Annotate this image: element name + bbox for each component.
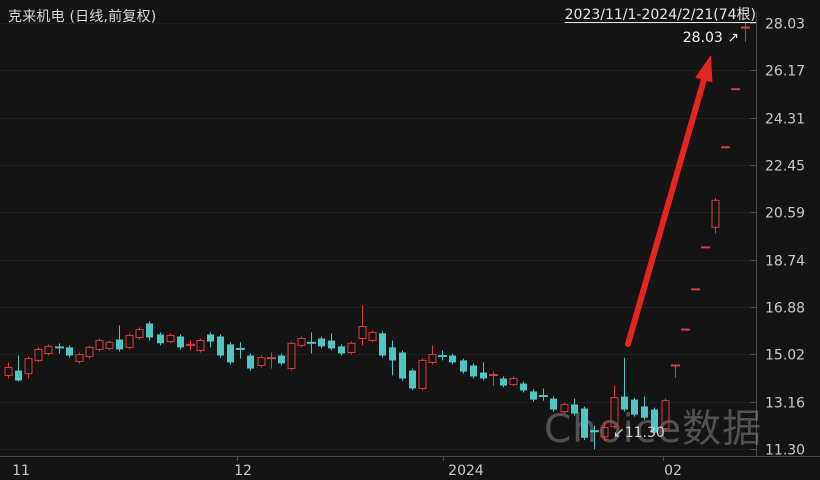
peak-price-label: 28.03 ↗ <box>682 30 739 46</box>
candle <box>135 327 144 340</box>
candle <box>257 355 266 368</box>
candle <box>600 421 609 441</box>
candle <box>347 341 356 355</box>
candle <box>489 371 498 386</box>
candle <box>66 345 73 358</box>
candle <box>166 333 175 344</box>
candle <box>217 334 224 358</box>
y-axis-label: 22.45 <box>765 159 805 175</box>
candle <box>470 363 477 379</box>
candle <box>571 398 578 416</box>
candle <box>318 336 325 349</box>
candle <box>125 333 134 350</box>
candle <box>671 364 680 378</box>
candle <box>55 343 64 354</box>
chart-title: 克来机电 (日线,前复权) <box>8 9 157 25</box>
candle <box>480 362 487 381</box>
candle <box>661 398 670 431</box>
y-axis-label: 16.88 <box>765 301 805 317</box>
y-axis-label: 28.03 <box>765 17 805 33</box>
candle <box>409 368 416 391</box>
candle <box>449 353 456 365</box>
candle <box>368 330 377 343</box>
candle <box>328 333 335 351</box>
candle <box>500 376 507 388</box>
candle <box>358 305 367 346</box>
candle <box>460 358 467 374</box>
candles-layer <box>4 23 750 449</box>
y-axis-label: 11.30 <box>765 443 805 459</box>
candle <box>267 352 276 369</box>
candle <box>278 353 285 366</box>
candle <box>24 356 33 379</box>
candle <box>581 406 588 440</box>
candle <box>539 388 548 401</box>
trend-arrow-shaft <box>625 73 708 347</box>
candle <box>741 23 750 42</box>
candle <box>75 352 84 364</box>
candle <box>146 321 153 341</box>
candle <box>177 334 184 350</box>
y-axis-label: 24.31 <box>765 112 805 128</box>
candle <box>236 342 245 359</box>
date-range-label[interactable]: 2023/11/1-2024/2/21(74根) <box>564 7 756 23</box>
candle <box>520 381 527 393</box>
candle <box>590 425 599 449</box>
candle <box>379 331 386 358</box>
candle <box>438 350 447 361</box>
candle <box>297 336 306 348</box>
x-axis-label: 11 <box>12 463 30 479</box>
y-axis-label: 15.02 <box>765 348 805 364</box>
candle <box>207 332 214 348</box>
candle <box>621 357 628 412</box>
candle <box>550 396 557 412</box>
y-axis-label: 26.17 <box>765 64 805 80</box>
x-axis-label: 02 <box>664 463 682 479</box>
candle <box>95 338 104 352</box>
candle <box>389 340 396 376</box>
candle <box>560 402 569 414</box>
candle <box>399 350 406 381</box>
candle <box>307 332 316 354</box>
low-price-label: ↙11.30 <box>613 425 665 441</box>
y-axis-label: 20.59 <box>765 206 805 222</box>
trend-arrow-head <box>695 55 713 83</box>
candle <box>530 389 537 402</box>
candle <box>610 385 619 429</box>
grid-layer <box>0 23 756 450</box>
candle <box>85 345 94 359</box>
candle <box>418 358 427 391</box>
candle <box>15 355 22 382</box>
candle <box>34 347 43 363</box>
candle <box>338 344 345 356</box>
x-axis-label: 2024 <box>448 463 484 479</box>
candle <box>631 397 638 417</box>
candle <box>287 341 296 371</box>
x-axis-label: 12 <box>234 463 252 479</box>
candle <box>44 344 53 356</box>
candle <box>116 325 123 352</box>
candle <box>711 198 720 234</box>
candle <box>227 342 234 365</box>
trend-arrow <box>625 55 713 347</box>
candle <box>641 396 648 420</box>
candle <box>186 340 195 351</box>
axis-layer: 28.03 26.17 24.31 22.45 20.59 18.74 16.88 15.02… <box>0 12 820 479</box>
candle <box>105 340 114 351</box>
candle <box>196 338 205 353</box>
candle <box>651 407 658 435</box>
candle <box>157 332 164 346</box>
candle <box>4 362 13 379</box>
candle <box>509 376 518 387</box>
candle <box>428 345 437 365</box>
y-axis-label: 18.74 <box>765 254 805 270</box>
candle <box>247 353 254 371</box>
y-axis-label: 13.16 <box>765 396 805 412</box>
